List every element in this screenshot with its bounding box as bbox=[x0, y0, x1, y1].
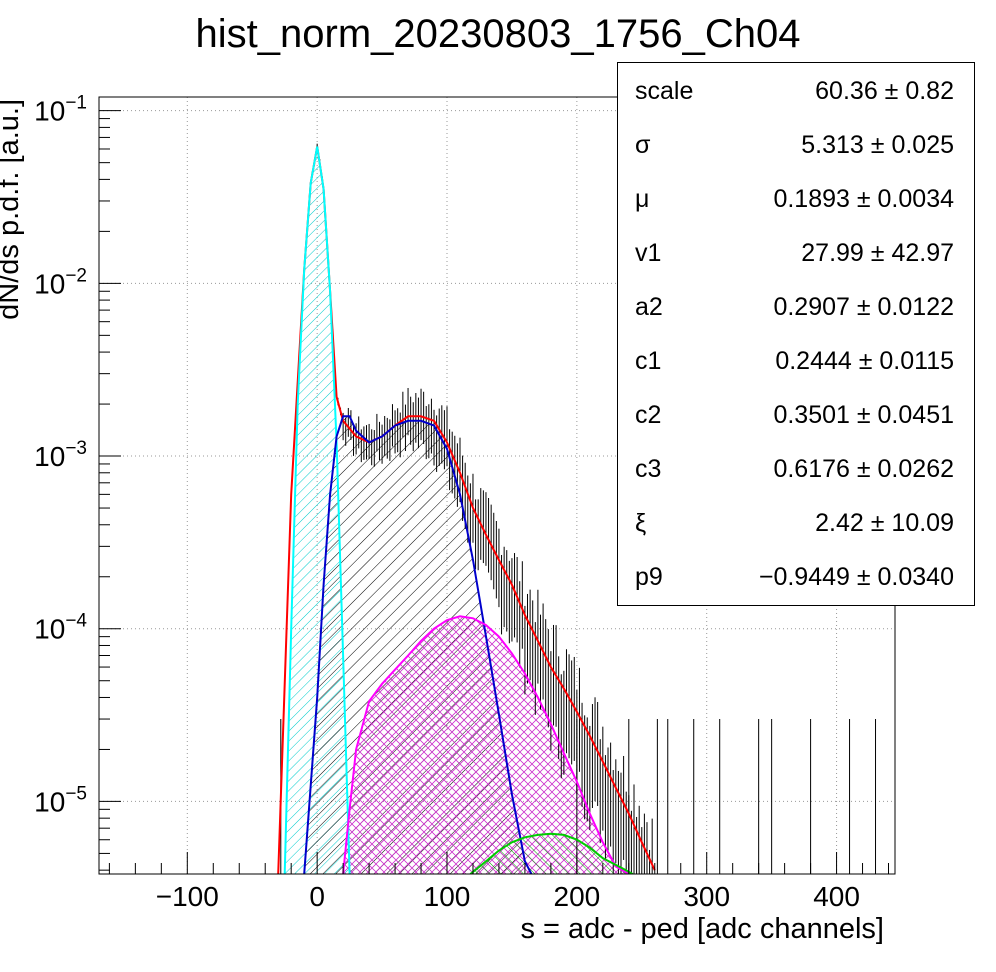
x-tick-label: −100 bbox=[156, 881, 219, 912]
y-tick-label: 10−3 bbox=[34, 438, 87, 472]
stats-row: a2 0.2907 ± 0.0122 bbox=[618, 279, 974, 333]
stats-param-value: 0.3501 ± 0.0451 bbox=[773, 401, 954, 429]
stats-param-name: p9 bbox=[635, 563, 663, 591]
stats-param-name: c3 bbox=[635, 455, 662, 483]
x-axis-label: s = adc - ped [adc channels] bbox=[520, 913, 884, 945]
y-tick-label: 10−5 bbox=[34, 783, 87, 817]
stats-row: scale 60.36 ± 0.82 bbox=[618, 63, 974, 117]
stats-param-value: 0.1893 ± 0.0034 bbox=[773, 185, 954, 213]
stats-param-name: σ bbox=[635, 131, 651, 159]
stats-param-value: 0.2907 ± 0.0122 bbox=[773, 293, 954, 321]
stats-param-value: 0.2444 ± 0.0115 bbox=[775, 347, 954, 375]
y-axis-label: dN/ds p.d.f. [a.u.] bbox=[0, 99, 25, 320]
stats-param-value: −0.9449 ± 0.0340 bbox=[758, 563, 954, 591]
x-tick-label: 0 bbox=[309, 881, 325, 912]
axes: −100 0 100 200 300 400 10−5 10−4 10−3 10−2 10−1 bbox=[34, 93, 890, 912]
stats-param-name: c2 bbox=[635, 401, 662, 429]
x-tick-label: 200 bbox=[554, 881, 601, 912]
stats-param-name: μ bbox=[635, 185, 650, 213]
stats-row: c1 0.2444 ± 0.0115 bbox=[618, 333, 974, 387]
fit-curves bbox=[277, 146, 656, 874]
stats-param-name: c1 bbox=[635, 347, 662, 375]
x-tick-label: 100 bbox=[424, 881, 471, 912]
single-pe-component-curve bbox=[303, 415, 533, 874]
stats-param-value: 5.313 ± 0.025 bbox=[801, 131, 954, 159]
stats-param-name: a2 bbox=[635, 293, 663, 321]
stats-param-value: 27.99 ± 42.97 bbox=[801, 239, 954, 267]
stats-param-name: v1 bbox=[635, 239, 662, 267]
y-tick-label: 10−1 bbox=[34, 93, 87, 127]
stats-row: ξ 2.42 ± 10.09 bbox=[618, 495, 974, 549]
component-area bbox=[343, 616, 629, 874]
stats-row: σ 5.313 ± 0.025 bbox=[618, 117, 974, 171]
stats-param-name: scale bbox=[635, 77, 694, 105]
stats-param-name: ξ bbox=[635, 509, 647, 537]
x-tick-label: 300 bbox=[683, 881, 730, 912]
stats-row: c2 0.3501 ± 0.0451 bbox=[618, 387, 974, 441]
stats-row: p9 −0.9449 ± 0.0340 bbox=[618, 549, 974, 603]
y-tick-label: 10−2 bbox=[34, 265, 87, 299]
pedestal-component-curve bbox=[283, 146, 351, 874]
stats-row: μ 0.1893 ± 0.0034 bbox=[618, 171, 974, 225]
chart-title: hist_norm_20230803_1756_Ch04 bbox=[195, 12, 801, 56]
double-pe-component-curve bbox=[342, 615, 630, 874]
y-tick-label: 10−4 bbox=[34, 611, 87, 645]
stats-param-value: 60.36 ± 0.82 bbox=[815, 77, 954, 105]
stats-row: v1 27.99 ± 42.97 bbox=[618, 225, 974, 279]
triple-pe-component-curve bbox=[469, 832, 634, 874]
stats-param-value: 2.42 ± 10.09 bbox=[815, 509, 954, 537]
stats-param-value: 0.6176 ± 0.0262 bbox=[773, 455, 954, 483]
x-tick-label: 400 bbox=[813, 881, 860, 912]
fit-stats-box: scale 60.36 ± 0.82 σ 5.313 ± 0.025 μ 0.1893 ±… bbox=[617, 62, 975, 606]
component-fills bbox=[284, 146, 633, 874]
stats-row: c3 0.6176 ± 0.0262 bbox=[618, 441, 974, 495]
